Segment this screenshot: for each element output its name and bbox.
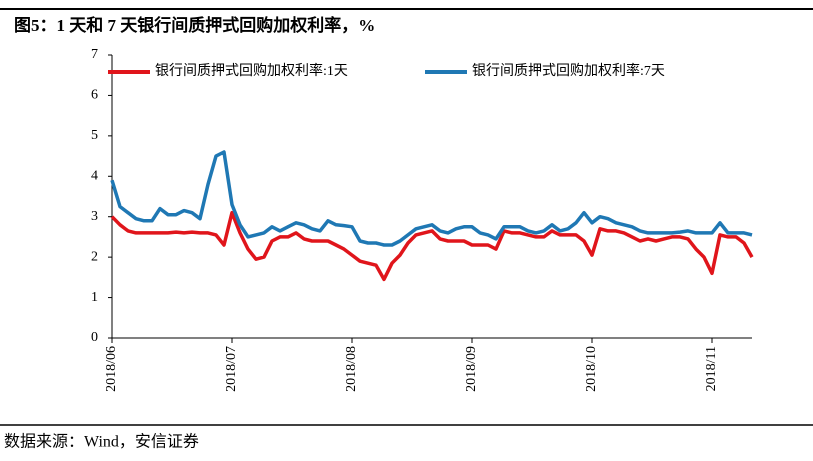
x-tick-label: 2018/10 <box>584 346 599 392</box>
y-tick-label: 6 <box>91 88 98 103</box>
series-line <box>110 210 754 282</box>
y-tick-label: 2 <box>91 249 98 264</box>
chart-title: 图5：1 天和 7 天银行间质押式回购加权利率，% <box>14 15 375 35</box>
y-tick-label: 7 <box>91 47 98 62</box>
series-line <box>110 150 753 247</box>
x-tick-label: 2018/09 <box>464 346 479 392</box>
y-tick-label: 0 <box>91 330 98 345</box>
x-tick-label: 2018/06 <box>104 346 119 392</box>
x-tick-label: 2018/11 <box>704 346 719 391</box>
y-tick-label: 1 <box>91 290 98 305</box>
source: 数据来源：Wind，安信证券 <box>4 433 199 451</box>
x-tick-label: 2018/07 <box>224 346 239 392</box>
y-tick-label: 4 <box>91 169 98 184</box>
y-tick-label: 3 <box>91 209 98 224</box>
legend-label: 银行间质押式回购加权利率:7天 <box>472 62 665 79</box>
y-tick-label: 5 <box>91 128 98 143</box>
legend-label: 银行间质押式回购加权利率:1天 <box>155 62 348 79</box>
x-tick-label: 2018/08 <box>344 346 359 392</box>
